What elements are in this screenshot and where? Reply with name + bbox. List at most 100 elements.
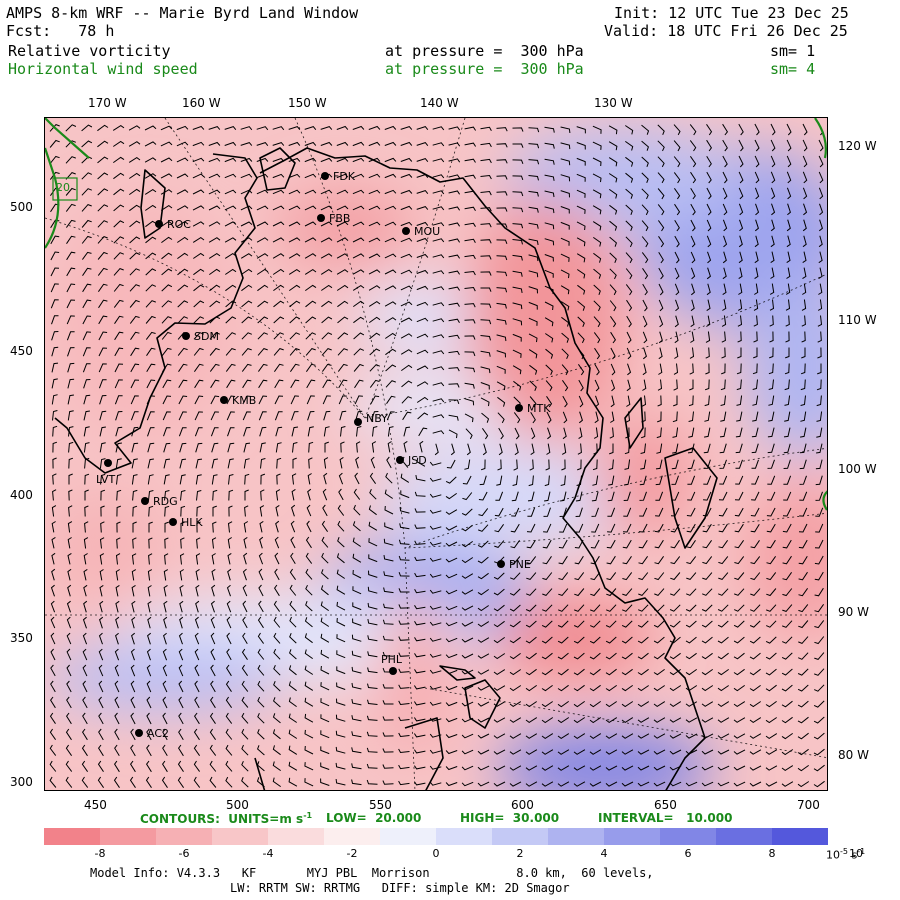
wind-barb [673, 156, 681, 168]
wind-barb [353, 348, 365, 356]
wind-barb [464, 319, 476, 324]
wind-barb [594, 411, 599, 424]
wind-barb [274, 568, 280, 581]
wind-barb [351, 747, 362, 754]
wind-barb [688, 411, 694, 422]
wind-barb [114, 331, 124, 341]
wind-barb [192, 221, 205, 227]
wind-barb [754, 251, 759, 264]
colorbar-swatch [100, 828, 156, 845]
wind-barb [273, 648, 281, 660]
wind-barb [734, 507, 744, 517]
wind-barb [706, 235, 712, 248]
wind-barb [273, 284, 285, 292]
wind-barb [273, 697, 281, 708]
wind-barb [176, 125, 189, 131]
wind-barb [367, 619, 378, 626]
wind-barb [669, 636, 681, 644]
wind-barb [228, 505, 233, 517]
wind-barb [817, 299, 823, 311]
wind-barb [702, 507, 712, 517]
wind-barb [626, 299, 633, 312]
wind-barb [258, 411, 267, 421]
wind-barb [382, 732, 394, 737]
wind-barb [129, 776, 136, 788]
wind-barb [798, 571, 808, 581]
wind-barb [320, 268, 333, 275]
wind-barb [116, 474, 122, 485]
wind-barb [398, 716, 410, 722]
wind-barb [194, 680, 200, 693]
wind-barb [625, 284, 633, 296]
wind-barb [801, 315, 806, 327]
wind-barb [609, 443, 614, 455]
wind-barb [129, 268, 140, 276]
wind-barb [241, 696, 249, 708]
wind-barb [528, 206, 539, 213]
wind-barb [593, 252, 602, 263]
wind-barb [722, 171, 728, 184]
wind-barb [625, 188, 633, 199]
wind-barb [787, 203, 791, 216]
wind-barb [208, 221, 221, 227]
wind-barb [480, 239, 492, 244]
wind-barb [621, 765, 634, 771]
wind-barb [383, 555, 394, 562]
wind-barb [414, 637, 426, 642]
wind-barb [385, 364, 397, 372]
wind-barb [195, 553, 201, 565]
wind-barb [750, 507, 760, 517]
wind-barb [525, 781, 538, 787]
wind-barb [675, 299, 680, 312]
wind-barb [769, 315, 774, 327]
wind-barb [196, 537, 201, 549]
wind-barb [354, 379, 364, 389]
wind-barb [544, 317, 554, 327]
wind-barb [574, 572, 585, 581]
wind-barb [445, 782, 458, 787]
wind-barb [493, 701, 506, 707]
wind-barb [144, 157, 157, 163]
wind-barb [308, 441, 314, 453]
wind-barb [800, 427, 807, 438]
wind-barb [674, 315, 679, 328]
wind-barb [621, 717, 634, 724]
colorbar-label: 10 [849, 847, 863, 860]
wind-barb [115, 569, 120, 581]
wind-barb [351, 650, 362, 658]
wind-barb [304, 173, 317, 179]
wind-barb [589, 684, 601, 692]
wind-barb [690, 283, 695, 296]
wind-barb [576, 157, 586, 166]
wind-barb [525, 717, 538, 724]
wind-barb [738, 123, 744, 136]
wind-barb [448, 222, 461, 227]
wind-barb [800, 411, 807, 422]
wind-barb [115, 584, 120, 597]
wind-barb [625, 140, 634, 151]
wind-barb [209, 696, 216, 709]
wind-barb [337, 520, 345, 532]
wind-barb [802, 283, 807, 295]
wind-barb [653, 652, 665, 660]
wind-barb [66, 235, 76, 244]
wind-barb [354, 472, 360, 485]
wind-barb [701, 701, 714, 707]
wind-barb [782, 555, 792, 565]
wind-barb [49, 744, 57, 756]
wind-barb [177, 316, 188, 324]
wind-barb [99, 395, 107, 405]
wind-barb [464, 459, 471, 470]
wind-barb [445, 573, 458, 579]
wind-barb [493, 717, 506, 723]
wind-barb [609, 284, 617, 296]
wind-barb [509, 781, 522, 787]
wind-barb [673, 395, 678, 407]
wind-barb [130, 331, 140, 340]
wind-barb [512, 239, 523, 245]
wind-barb [382, 780, 394, 785]
wind-barb [637, 636, 649, 644]
wind-barb [733, 781, 746, 787]
wind-barb [735, 459, 743, 469]
wind-barb [336, 125, 349, 130]
